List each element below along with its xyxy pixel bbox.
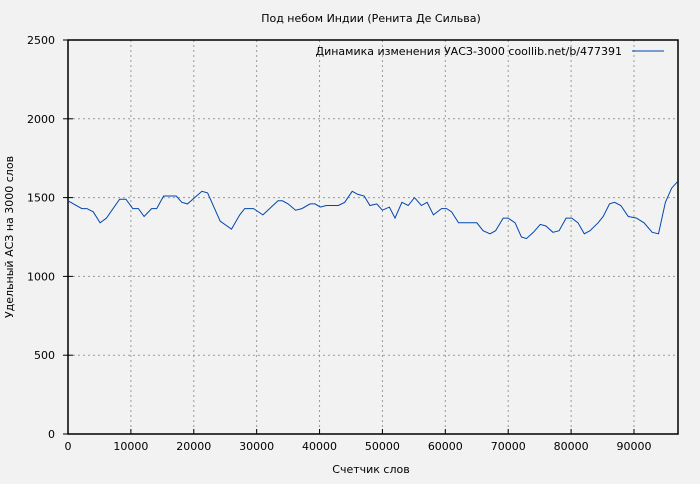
x-tick-label: 0 [65, 440, 72, 453]
series-line [67, 181, 678, 240]
grid [68, 40, 678, 434]
x-tick-label: 40000 [302, 440, 337, 453]
y-tick-label: 2500 [27, 34, 55, 47]
x-tick-label: 50000 [365, 440, 400, 453]
y-tick-label: 500 [34, 349, 55, 362]
axis-ticks: 0 10000 20000 30000 40000 50000 60000 70000 8000… [27, 34, 651, 453]
y-tick-label: 1500 [27, 192, 55, 205]
legend: Динамика изменения УАСЗ-3000 coollib.net… [316, 45, 664, 58]
chart-title: Под небом Индии (Ренита Де Сильва) [261, 12, 481, 25]
legend-label: Динамика изменения УАСЗ-3000 coollib.net… [316, 45, 623, 58]
y-axis-label: Удельный АСЗ на 3000 слов [3, 156, 16, 318]
x-tick-label: 80000 [554, 440, 589, 453]
x-axis-label: Счетчик слов [332, 463, 409, 476]
y-tick-label: 1000 [27, 270, 55, 283]
y-tick-label: 0 [48, 428, 55, 441]
x-tick-label: 10000 [113, 440, 148, 453]
x-tick-label: 30000 [239, 440, 274, 453]
plot-frame [67, 39, 679, 435]
x-tick-label: 90000 [616, 440, 651, 453]
x-tick-label: 20000 [176, 440, 211, 453]
x-tick-label: 70000 [491, 440, 526, 453]
x-tick-label: 60000 [428, 440, 463, 453]
y-tick-label: 2000 [27, 113, 55, 126]
